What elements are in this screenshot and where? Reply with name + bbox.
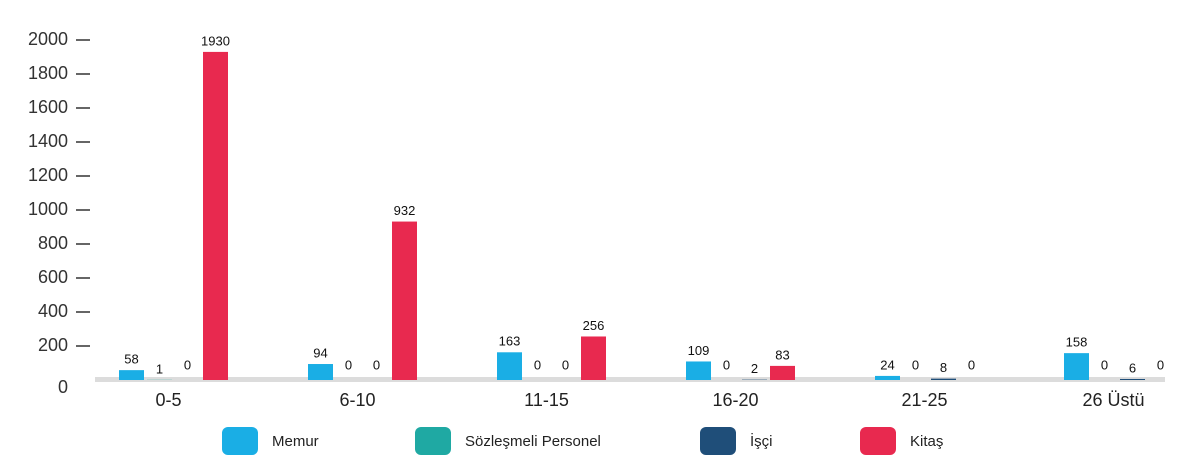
- legend-label: Kitaş: [910, 433, 943, 450]
- y-tick-label: 1600: [28, 97, 68, 117]
- value-label: 163: [499, 334, 521, 349]
- x-tick-label: 21-25: [901, 390, 947, 410]
- value-label: 0: [968, 357, 975, 372]
- value-label: 83: [775, 347, 789, 362]
- value-label: 6: [1129, 360, 1136, 375]
- legend-swatch: [415, 427, 451, 455]
- y-tick-label: 800: [38, 233, 68, 253]
- value-label: 1: [156, 361, 163, 376]
- x-tick-label: 0-5: [155, 390, 181, 410]
- bar: [1064, 353, 1089, 380]
- legend-swatch: [860, 427, 896, 455]
- y-tick-label: 2000: [28, 29, 68, 49]
- bar: [686, 361, 711, 380]
- value-label: 0: [184, 357, 191, 372]
- value-label: 24: [880, 357, 894, 372]
- bar: [770, 365, 795, 380]
- bar: [875, 375, 900, 380]
- y-tick-label: 1000: [28, 199, 68, 219]
- legend-label: Memur: [272, 433, 319, 450]
- legend-label: İşçi: [750, 432, 773, 450]
- bar: [497, 352, 522, 380]
- value-label: 58: [124, 352, 138, 367]
- bar: [203, 51, 228, 381]
- value-label: 158: [1066, 335, 1088, 350]
- value-label: 0: [1101, 357, 1108, 372]
- value-label: 109: [688, 343, 710, 358]
- bar: [581, 336, 606, 380]
- baseline: [95, 377, 1165, 382]
- value-label: 0: [562, 357, 569, 372]
- y-tick-label: 400: [38, 301, 68, 321]
- x-tick-label: 11-15: [524, 390, 569, 410]
- x-tick-label: 26 Üstü: [1082, 390, 1144, 410]
- value-label: 0: [912, 357, 919, 372]
- x-tick-label: 6-10: [339, 390, 375, 410]
- y-tick-label: 600: [38, 267, 68, 287]
- y-tick-label: 200: [38, 335, 68, 355]
- value-label: 8: [940, 360, 947, 375]
- y-tick-label: 1800: [28, 63, 68, 83]
- y-tick-label: 1200: [28, 165, 68, 185]
- y-tick-label: 0: [58, 377, 68, 397]
- bar: [931, 378, 956, 380]
- legend-label: Sözleşmeli Personel: [465, 433, 601, 450]
- value-label: 94: [313, 345, 327, 360]
- legend-swatch: [222, 427, 258, 455]
- bar: [1120, 378, 1145, 380]
- y-tick-label: 1400: [28, 131, 68, 151]
- bar: [392, 221, 417, 380]
- x-tick-label: 16-20: [712, 390, 758, 410]
- bar: [308, 364, 333, 380]
- value-label: 0: [534, 357, 541, 372]
- value-label: 0: [723, 357, 730, 372]
- value-label: 932: [394, 203, 416, 218]
- legend-swatch: [700, 427, 736, 455]
- value-label: 0: [1157, 357, 1164, 372]
- value-label: 0: [373, 357, 380, 372]
- value-label: 2: [751, 361, 758, 376]
- value-label: 0: [345, 357, 352, 372]
- bar: [119, 370, 144, 380]
- value-label: 256: [583, 318, 605, 333]
- value-label: 1930: [201, 33, 230, 48]
